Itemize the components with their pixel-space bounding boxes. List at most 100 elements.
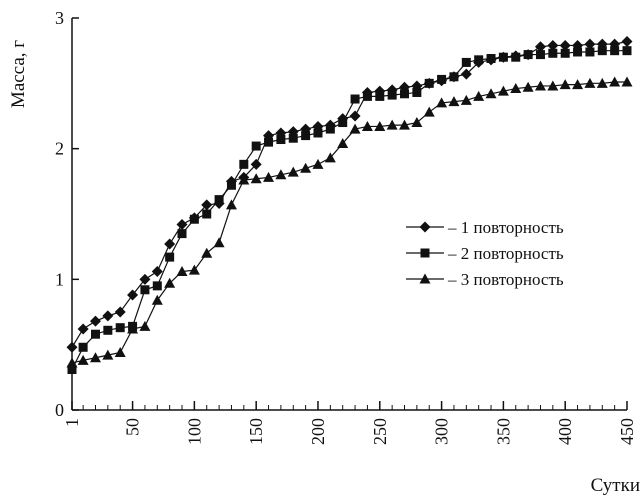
data-point — [523, 50, 533, 60]
axes — [71, 18, 627, 411]
data-point — [102, 349, 114, 360]
data-point — [362, 91, 372, 101]
data-point — [498, 52, 508, 62]
data-point — [78, 342, 88, 352]
data-point — [264, 137, 274, 147]
data-point — [213, 237, 225, 248]
data-point — [301, 131, 311, 141]
data-point — [250, 158, 262, 170]
legend-item-3: – 3 повторность — [406, 270, 564, 289]
data-point — [350, 94, 360, 104]
data-point — [400, 89, 410, 99]
data-point — [300, 162, 312, 173]
data-point — [374, 120, 386, 131]
legend-marker — [419, 273, 431, 284]
legend-marker — [420, 248, 430, 258]
data-point — [66, 357, 78, 368]
data-point — [437, 74, 447, 84]
x-tick-label: 50 — [123, 418, 143, 436]
data-point — [151, 294, 163, 305]
legend-label: – 3 повторность — [447, 270, 564, 289]
data-point — [152, 281, 162, 291]
data-point — [225, 199, 237, 210]
data-point — [473, 90, 485, 101]
data-point — [176, 218, 188, 230]
data-point — [584, 77, 596, 88]
series-line — [71, 40, 628, 348]
legend: – 1 повторность – 2 повторность – 3 повтор… — [406, 218, 564, 289]
data-point — [325, 124, 335, 134]
data-point — [164, 238, 176, 250]
data-point — [559, 39, 571, 51]
data-point — [460, 68, 472, 80]
data-point — [621, 36, 633, 48]
data-point — [596, 77, 608, 88]
data-point — [77, 323, 89, 335]
x-tick-label: 400 — [555, 418, 575, 445]
data-point — [423, 106, 435, 117]
legend-label: – 1 повторность — [447, 218, 564, 237]
y-tick-label: 0 — [55, 400, 64, 420]
series-line — [71, 50, 627, 370]
data-point — [201, 247, 213, 258]
data-point — [263, 171, 275, 182]
data-point — [139, 320, 151, 331]
legend-item-2: – 2 повторность — [406, 244, 564, 263]
data-point — [177, 229, 187, 239]
data-point — [337, 137, 349, 148]
data-point — [188, 264, 200, 275]
legend-label: – 2 повторность — [447, 244, 564, 263]
data-point — [287, 166, 299, 177]
y-tick-label: 3 — [55, 8, 64, 28]
data-point — [312, 120, 324, 132]
data-point — [250, 173, 262, 184]
data-point — [90, 329, 100, 339]
data-point — [151, 265, 163, 277]
data-point — [67, 364, 77, 374]
x-tick-label: 450 — [617, 418, 637, 445]
x-tick-label: 100 — [184, 418, 204, 445]
series-layer — [66, 36, 633, 374]
data-point — [349, 110, 361, 122]
data-point — [312, 158, 324, 169]
series-2 — [67, 46, 632, 374]
x-tick-label: 300 — [432, 418, 452, 445]
data-point — [621, 76, 633, 87]
data-point — [239, 159, 249, 169]
data-point — [610, 46, 620, 56]
data-point — [375, 91, 385, 101]
data-point — [560, 48, 570, 58]
data-point — [114, 306, 126, 318]
x-tick-label: 350 — [493, 418, 513, 445]
legend-marker — [419, 221, 431, 233]
data-point — [102, 310, 114, 322]
data-point — [548, 48, 558, 58]
data-point — [89, 315, 101, 327]
data-point — [251, 141, 261, 151]
data-point — [559, 79, 571, 90]
x-tick-label: 250 — [370, 418, 390, 445]
data-point — [127, 289, 139, 301]
y-ticks: 0 1 2 3 — [55, 8, 79, 420]
data-point — [535, 50, 545, 60]
data-point — [436, 97, 448, 108]
data-point — [115, 323, 125, 333]
data-point — [288, 133, 298, 143]
data-point — [214, 195, 224, 205]
data-point — [238, 174, 250, 185]
y-tick-label: 1 — [55, 269, 64, 289]
data-point — [313, 128, 323, 138]
data-point — [609, 76, 621, 87]
data-point — [485, 88, 497, 99]
y-tick-label: 2 — [55, 139, 64, 159]
data-point — [511, 52, 521, 62]
data-point — [66, 341, 78, 353]
data-point — [349, 123, 361, 134]
series-1 — [66, 36, 633, 353]
data-point — [189, 214, 199, 224]
data-point — [573, 47, 583, 57]
legend-item-1: – 1 повторность — [406, 218, 564, 237]
data-point — [202, 209, 212, 219]
data-point — [534, 41, 546, 53]
